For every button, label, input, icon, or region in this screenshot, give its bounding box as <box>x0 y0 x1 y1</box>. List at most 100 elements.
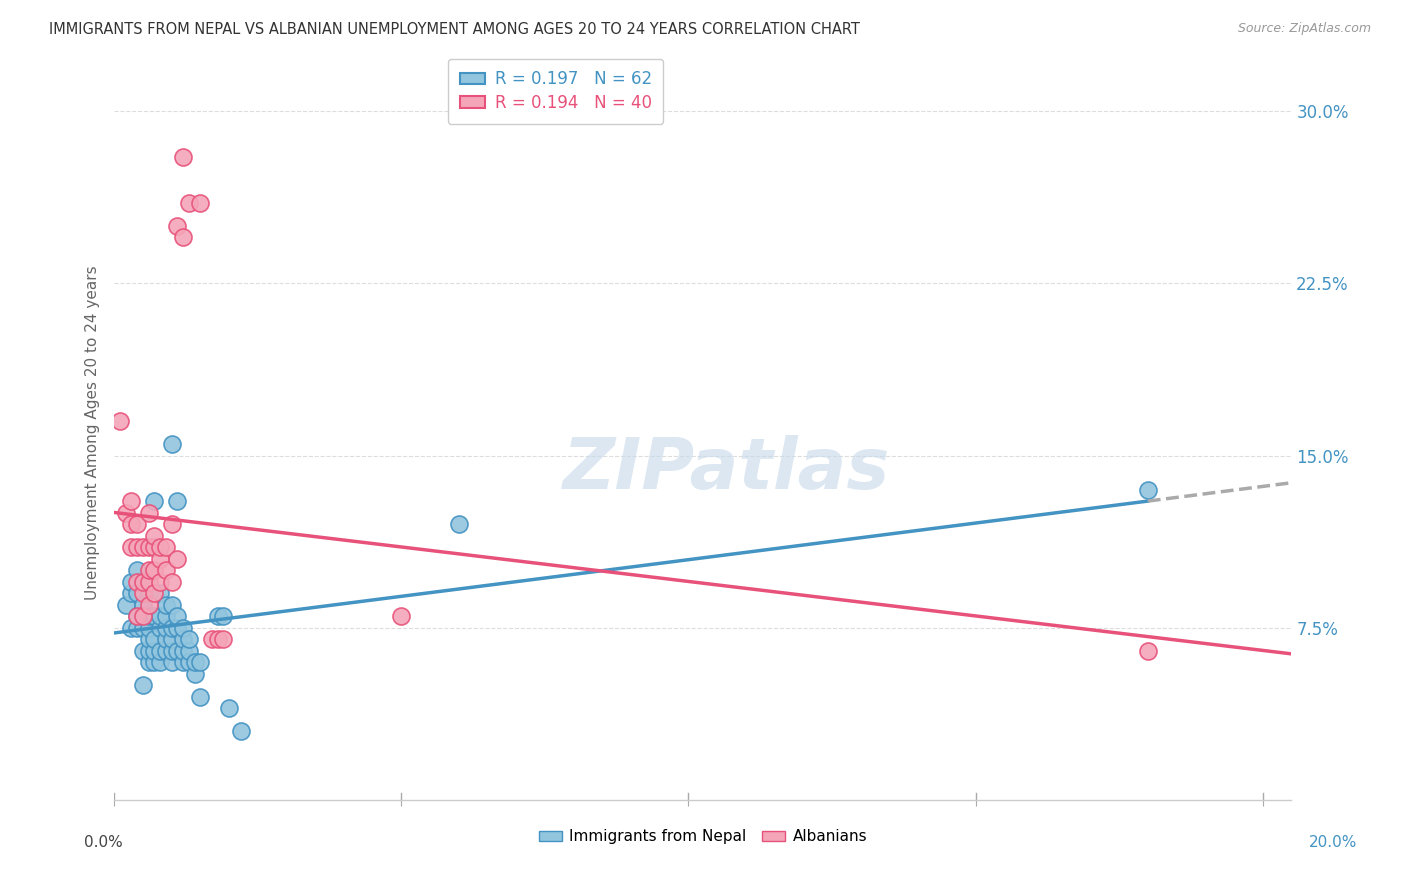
Point <box>160 517 183 532</box>
Text: ZIPatlas: ZIPatlas <box>562 434 890 504</box>
Point <box>149 621 172 635</box>
Point <box>201 632 224 647</box>
Point <box>155 621 177 635</box>
Point <box>127 563 149 577</box>
Point <box>188 655 211 669</box>
Point <box>143 563 166 577</box>
Point <box>149 644 172 658</box>
Point <box>155 563 177 577</box>
Point <box>132 598 155 612</box>
Point <box>120 541 142 555</box>
Text: Source: ZipAtlas.com: Source: ZipAtlas.com <box>1237 22 1371 36</box>
Point <box>138 644 160 658</box>
Point <box>172 621 194 635</box>
Point <box>120 574 142 589</box>
Point <box>149 586 172 600</box>
Point <box>212 632 235 647</box>
Point <box>127 609 149 624</box>
Point <box>166 494 188 508</box>
Point <box>149 655 172 669</box>
Point <box>218 701 240 715</box>
Point <box>143 529 166 543</box>
Text: 0.0%: 0.0% <box>84 836 124 850</box>
Point <box>132 609 155 624</box>
Point <box>138 574 160 589</box>
Point <box>172 632 194 647</box>
Text: IMMIGRANTS FROM NEPAL VS ALBANIAN UNEMPLOYMENT AMONG AGES 20 TO 24 YEARS CORRELA: IMMIGRANTS FROM NEPAL VS ALBANIAN UNEMPL… <box>49 22 860 37</box>
Point <box>160 632 183 647</box>
Point <box>1136 483 1159 497</box>
Point <box>127 517 149 532</box>
Point <box>132 621 155 635</box>
Point <box>177 632 200 647</box>
Point <box>108 414 131 428</box>
Point <box>143 586 166 600</box>
Point <box>172 230 194 244</box>
Y-axis label: Unemployment Among Ages 20 to 24 years: Unemployment Among Ages 20 to 24 years <box>86 265 100 599</box>
Point <box>172 150 194 164</box>
Point <box>389 609 412 624</box>
Point <box>127 609 149 624</box>
Point <box>166 219 188 233</box>
Point <box>172 655 194 669</box>
Point <box>132 574 155 589</box>
Point <box>120 621 142 635</box>
Point <box>132 586 155 600</box>
Point <box>138 655 160 669</box>
Point <box>132 574 155 589</box>
Point <box>114 506 136 520</box>
Point <box>138 541 160 555</box>
Point <box>155 644 177 658</box>
Point <box>143 494 166 508</box>
Point <box>188 690 211 704</box>
Point <box>447 517 470 532</box>
Legend: R = 0.197   N = 62, R = 0.194   N = 40: R = 0.197 N = 62, R = 0.194 N = 40 <box>449 59 664 124</box>
Point <box>143 632 166 647</box>
Point <box>160 598 183 612</box>
Point <box>229 724 252 739</box>
Point <box>138 621 160 635</box>
Point <box>177 644 200 658</box>
Point <box>188 195 211 210</box>
Point <box>166 609 188 624</box>
Point <box>127 541 149 555</box>
Point <box>149 609 172 624</box>
Point <box>177 655 200 669</box>
Point <box>207 632 229 647</box>
Point <box>160 621 183 635</box>
Point <box>212 609 235 624</box>
Point <box>120 586 142 600</box>
Point <box>114 598 136 612</box>
Point <box>155 632 177 647</box>
Point <box>155 541 177 555</box>
Point <box>120 517 142 532</box>
Point <box>1136 644 1159 658</box>
Point <box>132 541 155 555</box>
Point <box>138 632 160 647</box>
Point <box>143 644 166 658</box>
Point <box>127 621 149 635</box>
Point <box>172 644 194 658</box>
Point <box>138 506 160 520</box>
Point <box>155 609 177 624</box>
Point <box>183 666 205 681</box>
Point <box>166 621 188 635</box>
Point <box>155 598 177 612</box>
Point <box>132 644 155 658</box>
Point <box>149 541 172 555</box>
Point <box>143 655 166 669</box>
Point <box>183 655 205 669</box>
Point <box>149 574 172 589</box>
Point <box>132 678 155 692</box>
Point <box>132 609 155 624</box>
Point <box>138 586 160 600</box>
Point <box>160 437 183 451</box>
Point <box>138 609 160 624</box>
Point <box>160 574 183 589</box>
Point <box>177 195 200 210</box>
Point <box>138 598 160 612</box>
Point <box>149 552 172 566</box>
Text: 20.0%: 20.0% <box>1309 836 1357 850</box>
Point <box>160 644 183 658</box>
Point <box>120 494 142 508</box>
